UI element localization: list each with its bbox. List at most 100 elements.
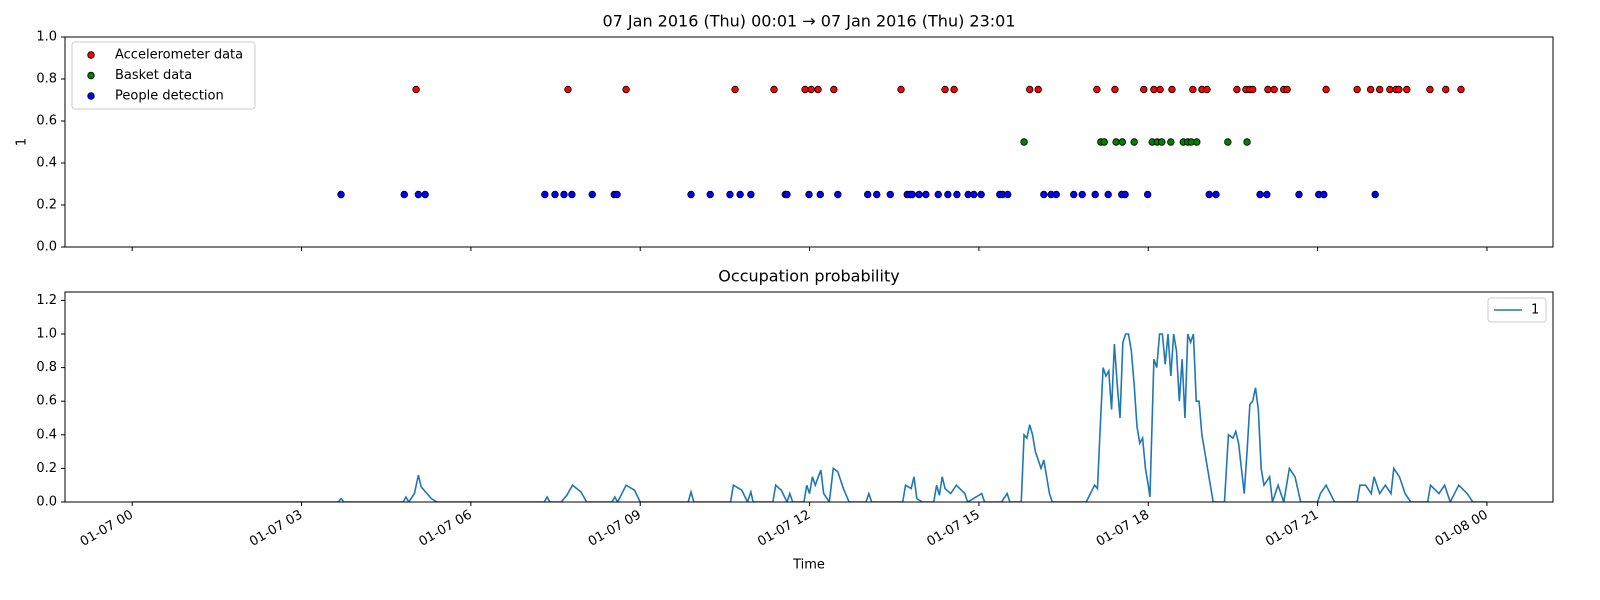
- point: [1167, 138, 1175, 146]
- point: [807, 85, 815, 94]
- point: [970, 190, 978, 199]
- point: [1093, 85, 1101, 94]
- point: [941, 85, 949, 94]
- point: [747, 190, 755, 199]
- point: [731, 85, 739, 94]
- legend-label: People detection: [115, 89, 224, 104]
- point: [950, 85, 958, 94]
- point: [1442, 85, 1450, 94]
- point: [736, 190, 744, 199]
- point: [873, 190, 881, 199]
- point: [944, 190, 952, 199]
- point: [1112, 138, 1120, 146]
- point: [1353, 85, 1361, 94]
- line: [132, 333, 1487, 502]
- point: [1371, 190, 1379, 199]
- point: [1243, 138, 1251, 146]
- point: [1111, 85, 1119, 94]
- point: [908, 190, 917, 199]
- point: [1270, 85, 1278, 94]
- chart-title: Occupation probability: [718, 267, 899, 286]
- point: [1193, 138, 1201, 146]
- legend-marker: [87, 51, 95, 59]
- point: [864, 190, 872, 199]
- point: [687, 190, 695, 199]
- chart-title: 07 Jan 2016 (Thu) 00:01 → 07 Jan 2016 (T…: [602, 12, 1015, 31]
- point: [337, 190, 345, 199]
- legend-box: [71, 41, 256, 110]
- point: [1264, 85, 1272, 94]
- y-tick-label: 1.0: [36, 30, 57, 45]
- point: [1168, 85, 1176, 94]
- point: [1386, 85, 1394, 94]
- legend-marker: [87, 92, 95, 100]
- point: [1322, 85, 1330, 94]
- point: [551, 190, 559, 199]
- y-axis-label: 1: [15, 138, 30, 146]
- y-tick-label: 0.2: [36, 461, 57, 476]
- point: [886, 190, 894, 199]
- point: [1212, 190, 1220, 199]
- y-tick-label: 0.6: [36, 394, 57, 409]
- point: [726, 190, 734, 199]
- point: [1091, 190, 1099, 199]
- point: [1158, 138, 1166, 146]
- point: [816, 190, 824, 199]
- point: [1156, 85, 1164, 94]
- point: [1130, 138, 1138, 146]
- point: [922, 190, 930, 199]
- point: [1457, 85, 1465, 94]
- point: [953, 190, 961, 199]
- point: [1376, 85, 1384, 94]
- point: [421, 190, 429, 199]
- axes-frame: [64, 36, 1554, 248]
- point: [1295, 190, 1303, 199]
- point: [1395, 85, 1403, 94]
- point: [1104, 190, 1112, 199]
- point: [564, 85, 572, 94]
- point: [1100, 138, 1108, 146]
- point: [1403, 85, 1411, 94]
- plot-area: [337, 85, 1465, 199]
- point: [814, 85, 822, 94]
- point: [1052, 190, 1060, 199]
- y-tick-label: 0.8: [36, 72, 57, 87]
- point: [613, 190, 621, 199]
- point: [1263, 190, 1271, 199]
- axes-frame: [64, 291, 1554, 503]
- point: [1248, 85, 1257, 94]
- point: [1140, 85, 1148, 94]
- point: [588, 190, 596, 199]
- point: [834, 190, 842, 199]
- y-tick-label: 0.4: [36, 427, 57, 442]
- point: [568, 190, 576, 199]
- point: [1004, 190, 1012, 199]
- point: [622, 85, 630, 94]
- point: [1034, 85, 1042, 94]
- point: [412, 85, 420, 94]
- legend-label: Accelerometer data: [115, 48, 243, 63]
- y-tick-label: 0.2: [36, 198, 57, 213]
- point: [1426, 85, 1434, 94]
- point: [1203, 85, 1211, 94]
- point: [805, 190, 813, 199]
- legend-label: 1: [1531, 303, 1539, 318]
- point: [1020, 138, 1028, 146]
- y-tick-label: 0.4: [36, 156, 57, 171]
- point: [1070, 190, 1078, 199]
- point: [400, 190, 408, 199]
- point: [977, 190, 985, 199]
- point: [414, 190, 423, 199]
- point: [770, 85, 778, 94]
- point: [1150, 85, 1158, 94]
- point: [1256, 190, 1264, 199]
- plot-area: [132, 333, 1487, 502]
- point: [1205, 190, 1213, 199]
- point: [830, 85, 838, 94]
- point: [1121, 190, 1129, 199]
- point: [1233, 85, 1241, 94]
- point: [1118, 138, 1126, 146]
- point: [1189, 85, 1197, 94]
- y-tick-label: 0.8: [36, 360, 57, 375]
- point: [1366, 85, 1375, 94]
